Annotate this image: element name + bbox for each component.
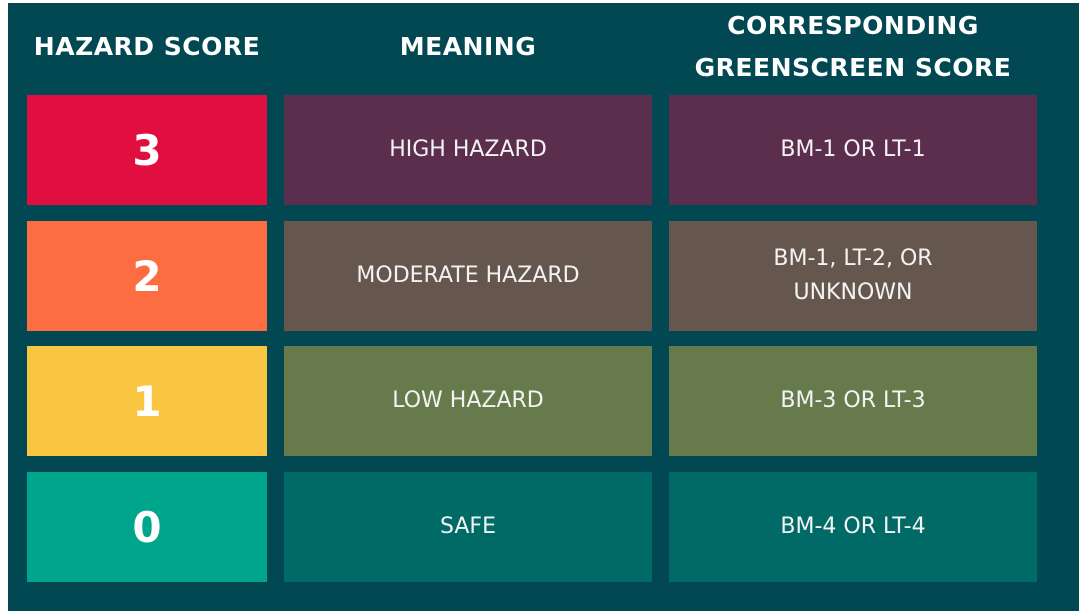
header-meaning: MEANING — [399, 32, 537, 61]
header-greenscreen-score: CORRESPONDING GREENSCREEN SCORE — [694, 11, 1012, 82]
greenscreen-cell-2: BM-1, LT-2, OR UNKNOWN — [669, 221, 1037, 331]
greenscreen-cell-0: BM-4 OR LT-4 — [669, 472, 1037, 582]
header-hazard-score: HAZARD SCORE — [33, 32, 261, 61]
score-cell-2: 2 — [27, 221, 267, 331]
greenscreen-cell-3: BM-1 OR LT-1 — [669, 95, 1037, 205]
meaning-cell-low-hazard: LOW HAZARD — [284, 346, 652, 456]
meaning-cell-moderate-hazard: MODERATE HAZARD — [284, 221, 652, 331]
meaning-cell-safe: SAFE — [284, 472, 652, 582]
score-cell-3: 3 — [27, 95, 267, 205]
score-cell-1: 1 — [27, 346, 267, 456]
score-cell-0: 0 — [27, 472, 267, 582]
greenscreen-cell-1: BM-3 OR LT-3 — [669, 346, 1037, 456]
meaning-cell-high-hazard: HIGH HAZARD — [284, 95, 652, 205]
